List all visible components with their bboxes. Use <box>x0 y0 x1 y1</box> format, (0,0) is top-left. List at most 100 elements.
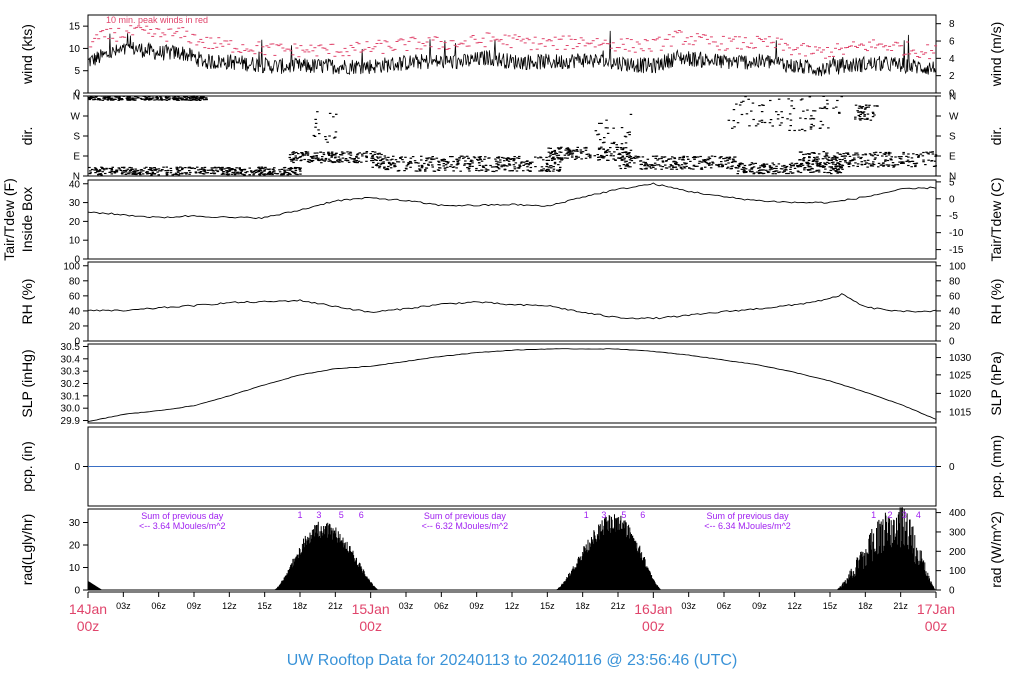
rad-sum-value: <-- 6.34 MJoules/m^2 <box>704 521 791 531</box>
right-tick-label: 20 <box>949 321 961 332</box>
rad-hour-mark: 1 <box>871 510 876 520</box>
rad-hour-mark: 3 <box>902 510 907 520</box>
left-tick-label: N <box>73 92 80 103</box>
rad-sum-label: Sum of previous day <box>424 511 507 521</box>
left-tick-label: 10 <box>69 563 81 574</box>
x-tick-label: 21z <box>893 601 908 611</box>
right-tick-label: -15 <box>949 245 964 256</box>
left-axis-label: dir. <box>19 127 35 146</box>
right-tick-label: 100 <box>949 261 966 272</box>
x-tick-label: 03z <box>399 601 414 611</box>
left-tick-label: 10 <box>69 44 81 55</box>
panel-frame <box>87 179 937 260</box>
right-tick-label: -5 <box>949 211 958 222</box>
left-tick-label: 30.1 <box>61 391 81 402</box>
left-tick-label: 30 <box>69 198 81 209</box>
series-SLP <box>87 348 937 423</box>
right-tick-label: 400 <box>949 508 966 519</box>
x-day-z-label: 00z <box>642 618 665 634</box>
left-tick-label: 30 <box>69 518 81 529</box>
right-axis-label: SLP (hPa) <box>988 351 1004 415</box>
right-tick-label: 0 <box>949 89 955 100</box>
left-tick-label: 0 <box>74 89 80 100</box>
left-tick-label: 80 <box>69 276 81 287</box>
right-tick-label: S <box>949 132 956 143</box>
right-tick-label: 60 <box>949 291 961 302</box>
left-tick-label: S <box>73 132 80 143</box>
x-tick-label: 06z <box>434 601 449 611</box>
right-tick-label: 1020 <box>949 389 972 400</box>
left-axis-label: SLP (inHg) <box>19 349 35 417</box>
left-tick-label: 40 <box>69 179 81 190</box>
right-axis-label: Tair/Tdew (C) <box>988 177 1004 261</box>
left-axis-label-2: Inside Box <box>19 187 35 252</box>
rad-sum-value: <-- 6.32 MJoules/m^2 <box>422 521 509 531</box>
x-tick-label: 12z <box>787 601 802 611</box>
right-tick-label: 5 <box>949 177 955 188</box>
left-tick-label: N <box>73 172 80 183</box>
x-tick-label: 03z <box>116 601 131 611</box>
x-tick-label: 21z <box>328 601 343 611</box>
series-peak-winds <box>89 25 938 60</box>
x-tick-label: 06z <box>151 601 166 611</box>
series-radiation <box>87 507 936 590</box>
x-tick-label: 09z <box>752 601 767 611</box>
rad-sum-label: Sum of previous day <box>707 511 790 521</box>
panel-slp: 29.930.0 30.130.230.3 30.430.5 1015 1020 1025… <box>19 342 1004 427</box>
series-Tair <box>87 182 937 219</box>
left-tick-label: 0 <box>74 337 80 348</box>
rad-hour-mark: 1 <box>584 510 589 520</box>
series-wind <box>87 30 936 77</box>
panel-frame <box>87 343 937 424</box>
x-day-label: 14Jan <box>69 601 107 617</box>
x-tick-label: 09z <box>187 601 202 611</box>
left-tick-label: 20 <box>69 541 81 552</box>
x-tick-label: 15z <box>540 601 555 611</box>
left-tick-label: 20 <box>69 321 81 332</box>
left-axis-label: RH (%) <box>19 279 35 325</box>
left-tick-label: 29.9 <box>61 416 81 427</box>
x-tick-label: 18z <box>858 601 873 611</box>
left-tick-label: 0 <box>74 255 80 266</box>
x-day-label: 16Jan <box>634 601 672 617</box>
x-tick-label: 03z <box>681 601 696 611</box>
left-axis-label: wind (kts) <box>19 24 35 85</box>
x-tick-label: 15z <box>257 601 272 611</box>
right-tick-label: 40 <box>949 306 961 317</box>
panel-pcp: 0 0 pcp. (in) pcp. (mm) <box>19 426 1004 507</box>
x-tick-label: 12z <box>222 601 237 611</box>
left-tick-label: 30.2 <box>61 379 81 390</box>
left-tick-label: E <box>73 152 80 163</box>
rad-hour-mark: 6 <box>359 510 364 520</box>
rad-hour-mark: 5 <box>621 510 626 520</box>
rad-hour-mark: 4 <box>916 510 921 520</box>
right-axis-label: pcp. (mm) <box>988 435 1004 498</box>
right-tick-label: N <box>949 172 956 183</box>
rad-hour-mark: 3 <box>316 510 321 520</box>
x-day-z-label: 00z <box>77 618 100 634</box>
rad-hour-mark: 2 <box>888 510 893 520</box>
left-tick-label: 30.4 <box>61 354 81 365</box>
x-tick-label: 18z <box>293 601 308 611</box>
right-tick-label: 4 <box>949 54 955 65</box>
right-tick-label: E <box>949 152 956 163</box>
x-tick-label: 12z <box>505 601 520 611</box>
panel-frame <box>87 508 937 591</box>
x-tick-label: 21z <box>611 601 626 611</box>
right-axis-label: dir. <box>988 127 1004 146</box>
left-tick-label: 0 <box>74 586 80 597</box>
right-tick-label: 6 <box>949 37 955 48</box>
right-tick-label: 0 <box>949 462 955 473</box>
left-tick-label: 20 <box>69 217 81 228</box>
left-tick-label: 15 <box>69 22 81 33</box>
rad-sum-label: Sum of previous day <box>141 511 224 521</box>
right-tick-label: 1025 <box>949 370 972 381</box>
x-tick-label: 09z <box>469 601 484 611</box>
x-tick-label: 15z <box>823 601 838 611</box>
left-tick-label: W <box>71 112 81 123</box>
right-tick-label: 8 <box>949 19 955 30</box>
panel-temp: 0 10 20 30 40 -15 -10 -5 0 5 Tair/Tdew (F) Inside B… <box>1 177 1004 265</box>
